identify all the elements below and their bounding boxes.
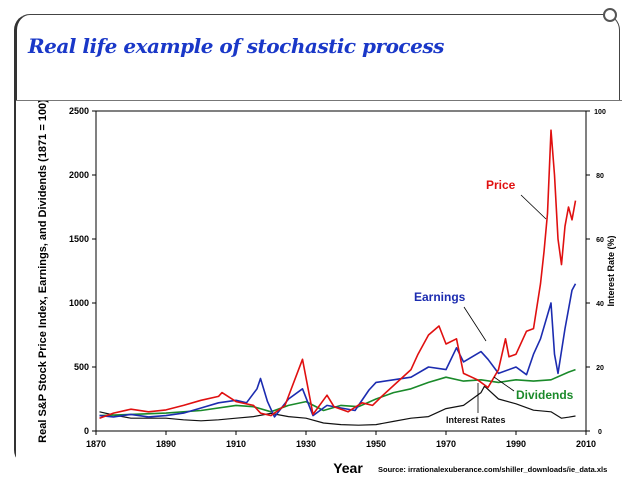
y-right-tick-label: 100 [594,109,606,116]
annotation-interest-rates: Interest Rates [446,415,506,425]
slide-title: Real life example of stochastic process [28,34,444,58]
y-left-tick-label: 1500 [69,234,89,244]
source-note: Source: irrationalexuberance.com/shiller… [378,465,607,474]
annotation-leader-line [463,306,487,342]
chart-container: 1870 1890 1910 1930 1950 1970 1990 2010 0 500 1000… [16,99,622,480]
series-line-price [99,129,577,419]
annotation-leader-line [493,376,515,392]
x-axis-label: Year [333,460,363,476]
y-axis-label-right: Interest Rate (%) [606,235,616,306]
annotation-leader-line [520,194,547,220]
y-left-tick-label: 2000 [69,170,89,180]
stock-chart: 1870 1890 1910 1930 1950 1970 1990 201005001000… [37,99,616,476]
annotation-earnings: Earnings [414,290,466,304]
x-tick-label: 1930 [296,439,316,449]
y-right-tick-label: 20 [596,365,604,372]
y-left-tick-label: 0 [84,426,89,436]
y-left-tick-label: 500 [74,362,89,372]
x-tick-label: 1970 [436,439,456,449]
annotation-dividends: Dividends [516,388,574,402]
y-right-tick-label: 80 [596,173,604,180]
series-line-earnings [99,283,577,418]
x-tick-label: 1950 [366,439,386,449]
annotation-price: Price [486,178,516,192]
x-tick-label: 1870 [86,439,106,449]
series-line-dividends [99,368,576,417]
x-tick-label: 1890 [156,439,176,449]
plot-frame [95,110,587,432]
y-right-tick-label: 0 [598,429,602,436]
chart-series-layer [99,129,577,426]
y-axis-label-left: Real S&P Stock Price Index, Earnings, an… [37,101,49,443]
chart-labels-layer: Real S&P Stock Price Index, Earnings, an… [37,99,616,476]
x-tick-label: 2010 [576,439,596,449]
x-tick-label: 1910 [226,439,246,449]
chart-axes: 1870 1890 1910 1930 1950 1970 1990 201005001000… [69,106,606,449]
x-tick-label: 1990 [506,439,526,449]
slide-bullet-icon [603,8,617,22]
y-left-tick-label: 1000 [69,298,89,308]
y-left-tick-label: 2500 [69,106,89,116]
y-right-tick-label: 60 [596,237,604,244]
y-right-tick-label: 40 [596,301,604,308]
series-line-interest-rates [99,385,576,426]
